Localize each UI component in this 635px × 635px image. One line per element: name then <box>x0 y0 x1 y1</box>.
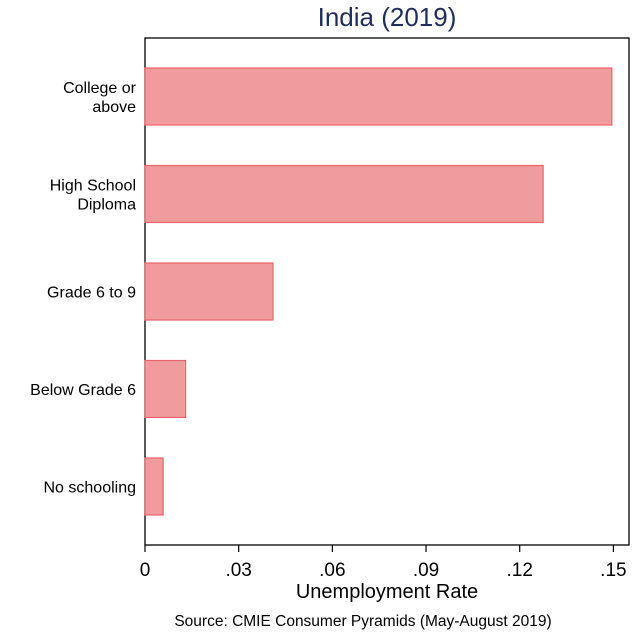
bar-college-or-above <box>144 67 613 126</box>
bar-high-school-diploma <box>144 164 544 224</box>
category-label: Grade 6 to 9 <box>47 285 136 302</box>
x-axis-title: Unemployment Rate <box>296 581 478 603</box>
category-label: Below Grade 6 <box>30 382 136 399</box>
x-tick-label: .03 <box>225 560 251 581</box>
chart-title: India (2019) <box>318 2 457 32</box>
bar-grade-6-to-9 <box>144 262 274 321</box>
category-labels: College or above High School Diploma Grade 6… <box>30 80 137 497</box>
bar-below-grade-6 <box>144 359 187 419</box>
source-note: Source: CMIE Consumer Pyramids (May-Augu… <box>174 613 551 630</box>
x-tick-label: .09 <box>413 560 439 581</box>
x-tick-label: .12 <box>506 560 532 581</box>
x-tick-label: 0 <box>140 560 151 581</box>
category-label: No schooling <box>44 480 137 497</box>
category-label: High School Diploma <box>50 178 136 214</box>
bar-no-schooling <box>144 457 164 516</box>
bars-group <box>144 67 613 516</box>
x-tick-label: .15 <box>600 560 626 581</box>
category-label: College or above <box>63 80 137 116</box>
x-tick-label: .06 <box>319 560 345 581</box>
x-axis-ticks: 0 .03 .06 .09 .12 .15 <box>140 545 627 581</box>
